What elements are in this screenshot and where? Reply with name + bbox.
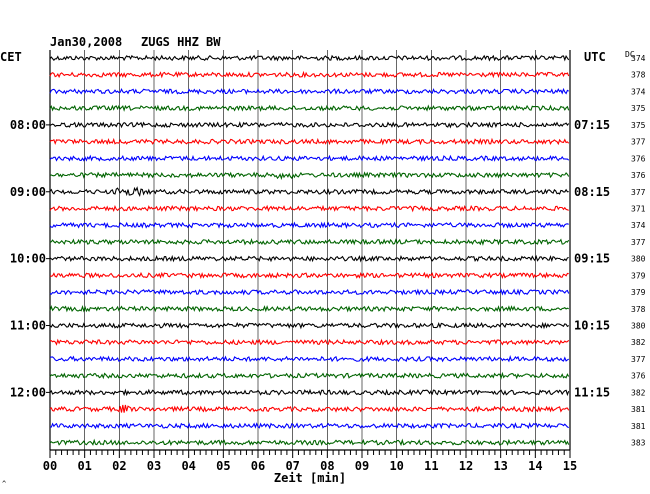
station-label: ZUGS HHZ BW xyxy=(141,35,221,49)
right-time-label: 11:15 xyxy=(574,385,610,399)
x-axis: 00 01 02 03 04 05 06 07 08 09 10 11 12 13 14 15 xyxy=(43,449,577,473)
trace-line xyxy=(49,87,569,96)
trace-line xyxy=(49,271,569,280)
dc-offset-label: 378 xyxy=(631,71,646,80)
left-time-label: 11:00 xyxy=(10,319,46,333)
dc-offset-label: 374 xyxy=(631,87,646,96)
left-time-label: 10:00 xyxy=(10,252,46,266)
dc-offset-label: 377 xyxy=(631,355,646,364)
x-tick-label: 06 xyxy=(251,459,265,473)
x-axis-label: Zeit [min] xyxy=(274,471,346,485)
right-timezone-label: UTC xyxy=(584,50,606,64)
trace-line xyxy=(49,237,570,246)
trace-line xyxy=(49,288,570,296)
left-time-label: 08:00 xyxy=(10,118,46,132)
dc-offset-label: 379 xyxy=(631,288,646,297)
grid-lines xyxy=(49,50,571,450)
trace-group xyxy=(49,54,570,447)
right-time-label: 08:15 xyxy=(574,185,610,199)
dc-offset-label: 380 xyxy=(631,322,646,331)
dc-offset-label: 382 xyxy=(631,338,646,347)
dc-offset-label: 382 xyxy=(631,388,646,397)
x-tick-label: 14 xyxy=(528,459,542,473)
dc-offset-label: 379 xyxy=(631,271,646,280)
dc-offset-labels: 374 378 374 375 375 377 376 376 377 371 374 377 380 3… xyxy=(631,54,646,448)
dc-offset-label: 374 xyxy=(631,221,646,230)
x-tick-label: 10 xyxy=(389,459,403,473)
left-time-label: 09:00 xyxy=(10,185,46,199)
trace-line xyxy=(49,371,570,380)
dc-offset-label: 378 xyxy=(631,305,646,314)
dc-offset-label: 381 xyxy=(631,422,646,431)
date-label: Jan30,2008 xyxy=(50,35,122,49)
left-time-label: 12:00 xyxy=(10,385,46,399)
x-tick-label: 03 xyxy=(147,459,161,473)
x-tick-label: 12 xyxy=(459,459,473,473)
x-tick-label: 11 xyxy=(424,459,438,473)
x-tick-label: 05 xyxy=(216,459,230,473)
trace-line xyxy=(49,137,570,146)
right-time-label: 07:15 xyxy=(574,118,610,132)
x-tick-label: 02 xyxy=(112,459,126,473)
right-time-label: 10:15 xyxy=(574,319,610,333)
trace-line xyxy=(49,388,570,397)
trace-line xyxy=(49,186,569,197)
dc-offset-label: 375 xyxy=(631,104,646,113)
left-timezone-label: CET xyxy=(0,50,22,64)
dc-offset-label: 376 xyxy=(631,372,646,381)
x-tick-label: 07 xyxy=(285,459,299,473)
dc-offset-label: 375 xyxy=(631,121,646,130)
x-tick-label: 15 xyxy=(563,459,577,473)
trace-line xyxy=(49,221,569,230)
dc-offset-label: 376 xyxy=(631,171,646,180)
right-time-label: 09:15 xyxy=(574,252,610,266)
dc-offset-label: 371 xyxy=(631,204,646,213)
dc-offset-label: 377 xyxy=(631,238,646,247)
trace-line xyxy=(49,171,570,181)
corner-mark: ^ xyxy=(2,480,6,488)
trace-line xyxy=(49,305,569,313)
trace-line xyxy=(49,404,570,413)
x-tick-label: 13 xyxy=(493,459,507,473)
trace-line xyxy=(49,154,570,163)
right-time-labels: 07:15 08:15 09:15 10:15 11:15 xyxy=(574,118,610,400)
trace-line xyxy=(49,338,570,346)
trace-line xyxy=(49,321,570,330)
trace-line xyxy=(49,121,570,129)
dc-offset-label: 380 xyxy=(631,255,646,264)
dc-offset-label: 377 xyxy=(631,188,646,197)
x-tick-label: 08 xyxy=(320,459,334,473)
dc-offset-label: 377 xyxy=(631,138,646,147)
dc-offset-label: 381 xyxy=(631,405,646,414)
trace-line xyxy=(49,104,570,113)
trace-line xyxy=(49,54,570,62)
trace-line xyxy=(49,70,570,79)
trace-line xyxy=(49,204,569,213)
trace-line xyxy=(49,438,570,447)
dc-label: DC xyxy=(625,50,635,59)
x-tick-label: 09 xyxy=(355,459,369,473)
trace-line xyxy=(49,355,569,363)
x-tick-label: 00 xyxy=(43,459,57,473)
x-tick-label: 04 xyxy=(181,459,195,473)
trace-line xyxy=(49,254,569,263)
x-tick-label: 01 xyxy=(77,459,91,473)
trace-line xyxy=(50,422,569,430)
dc-offset-label: 383 xyxy=(631,439,646,448)
dc-offset-label: 374 xyxy=(631,54,646,63)
left-time-labels: 08:00 09:00 10:00 11:00 12:00 xyxy=(10,118,50,399)
dc-offset-label: 376 xyxy=(631,154,646,163)
